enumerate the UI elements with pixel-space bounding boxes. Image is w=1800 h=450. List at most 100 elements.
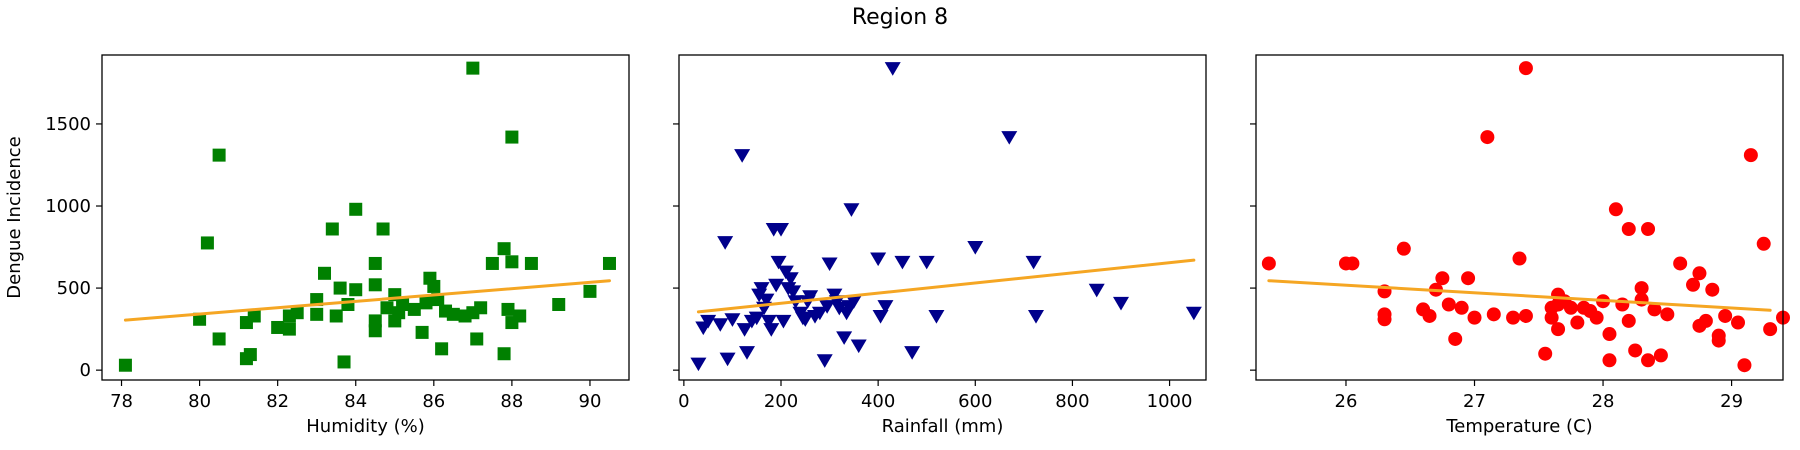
data-point: [485, 256, 499, 270]
data-point: [1088, 283, 1105, 298]
data-point: [1570, 315, 1585, 330]
plot-frame: [1255, 54, 1784, 381]
data-point: [831, 301, 848, 316]
data-point: [753, 282, 770, 296]
data-point: [1461, 271, 1476, 286]
plot-frame: [101, 54, 630, 381]
data-point: [282, 322, 296, 336]
data-point: [872, 309, 889, 324]
data-point: [1422, 308, 1437, 323]
data-point: [967, 241, 984, 255]
data-point: [1563, 300, 1578, 315]
data-point: [760, 314, 777, 329]
data-point: [118, 358, 132, 372]
data-point: [782, 272, 799, 286]
y-tick-label: 1500: [45, 114, 91, 135]
x-tick-label: 88: [500, 391, 523, 412]
data-point: [1435, 271, 1450, 286]
data-point: [583, 284, 597, 298]
trend-line: [123, 279, 611, 322]
data-point: [1737, 358, 1752, 373]
data-point: [1660, 307, 1675, 322]
data-point: [1673, 256, 1688, 271]
data-point: [602, 256, 616, 270]
data-point: [1001, 131, 1018, 145]
data-point: [845, 295, 862, 309]
data-point: [1692, 266, 1707, 281]
data-point: [1647, 302, 1662, 317]
x-axis-label: Humidity (%): [306, 416, 425, 437]
data-point: [497, 242, 511, 256]
data-point: [368, 324, 382, 338]
data-point: [435, 342, 449, 356]
data-point: [497, 347, 511, 361]
data-point: [870, 252, 887, 267]
data-point: [894, 255, 911, 270]
x-tick-label: 400: [861, 391, 895, 412]
x-tick-label: 1000: [1147, 391, 1193, 412]
data-point: [1467, 310, 1482, 325]
data-point: [318, 266, 332, 280]
data-point: [763, 323, 780, 337]
data-point: [505, 130, 519, 144]
data-point: [513, 309, 527, 323]
data-point: [419, 296, 433, 310]
data-point: [368, 278, 382, 292]
data-point: [1518, 61, 1533, 76]
data-point: [1589, 310, 1604, 325]
x-tick-label: 0: [678, 391, 689, 412]
data-point: [1602, 327, 1617, 342]
x-tick-label: 600: [958, 391, 992, 412]
data-point: [904, 346, 921, 360]
data-point: [843, 203, 860, 217]
data-point: [724, 313, 741, 327]
data-point: [770, 255, 787, 270]
data-point: [1756, 236, 1771, 251]
data-point: [524, 256, 538, 270]
data-point: [816, 354, 833, 368]
data-point: [1506, 310, 1521, 325]
x-tick-label: 84: [344, 391, 367, 412]
x-tick-label: 90: [579, 391, 602, 412]
data-point: [768, 278, 785, 293]
data-point: [427, 279, 441, 293]
data-point: [349, 283, 363, 297]
data-point: [748, 311, 765, 326]
data-point: [415, 325, 429, 339]
rainfall-scatter-panel: 0 200 400 600 800 1000 Rainfall (mm): [673, 54, 1207, 437]
data-point: [212, 332, 226, 346]
data-point: [1615, 297, 1630, 312]
data-point: [1711, 333, 1726, 348]
data-point: [773, 222, 789, 237]
x-axis-label: Rainfall (mm): [882, 416, 1004, 437]
x-tick-label: 27: [1463, 391, 1486, 412]
data-point: [1345, 256, 1360, 271]
data-point: [1261, 256, 1276, 271]
data-point: [505, 255, 519, 269]
data-point: [717, 236, 734, 250]
x-tick-label: 28: [1592, 391, 1615, 412]
data-point: [1396, 241, 1411, 256]
data-point: [271, 320, 285, 334]
data-point: [928, 309, 945, 324]
data-point: [1028, 309, 1044, 324]
y-tick-label: 0: [80, 360, 91, 381]
data-point: [337, 355, 351, 369]
x-tick-label: 78: [110, 391, 133, 412]
data-point: [1621, 221, 1636, 236]
x-tick-label: 82: [266, 391, 289, 412]
data-point: [290, 306, 304, 320]
data-point: [918, 255, 935, 270]
data-point: [247, 309, 261, 323]
data-point: [811, 306, 828, 321]
data-point: [1454, 300, 1469, 315]
x-tick-label: 200: [764, 391, 798, 412]
data-point: [819, 300, 836, 314]
data-point: [200, 236, 214, 250]
data-point: [1538, 346, 1553, 361]
data-point: [1621, 313, 1636, 328]
data-point: [501, 302, 515, 316]
data-point: [1705, 282, 1720, 297]
x-tick-label: 800: [1055, 391, 1089, 412]
